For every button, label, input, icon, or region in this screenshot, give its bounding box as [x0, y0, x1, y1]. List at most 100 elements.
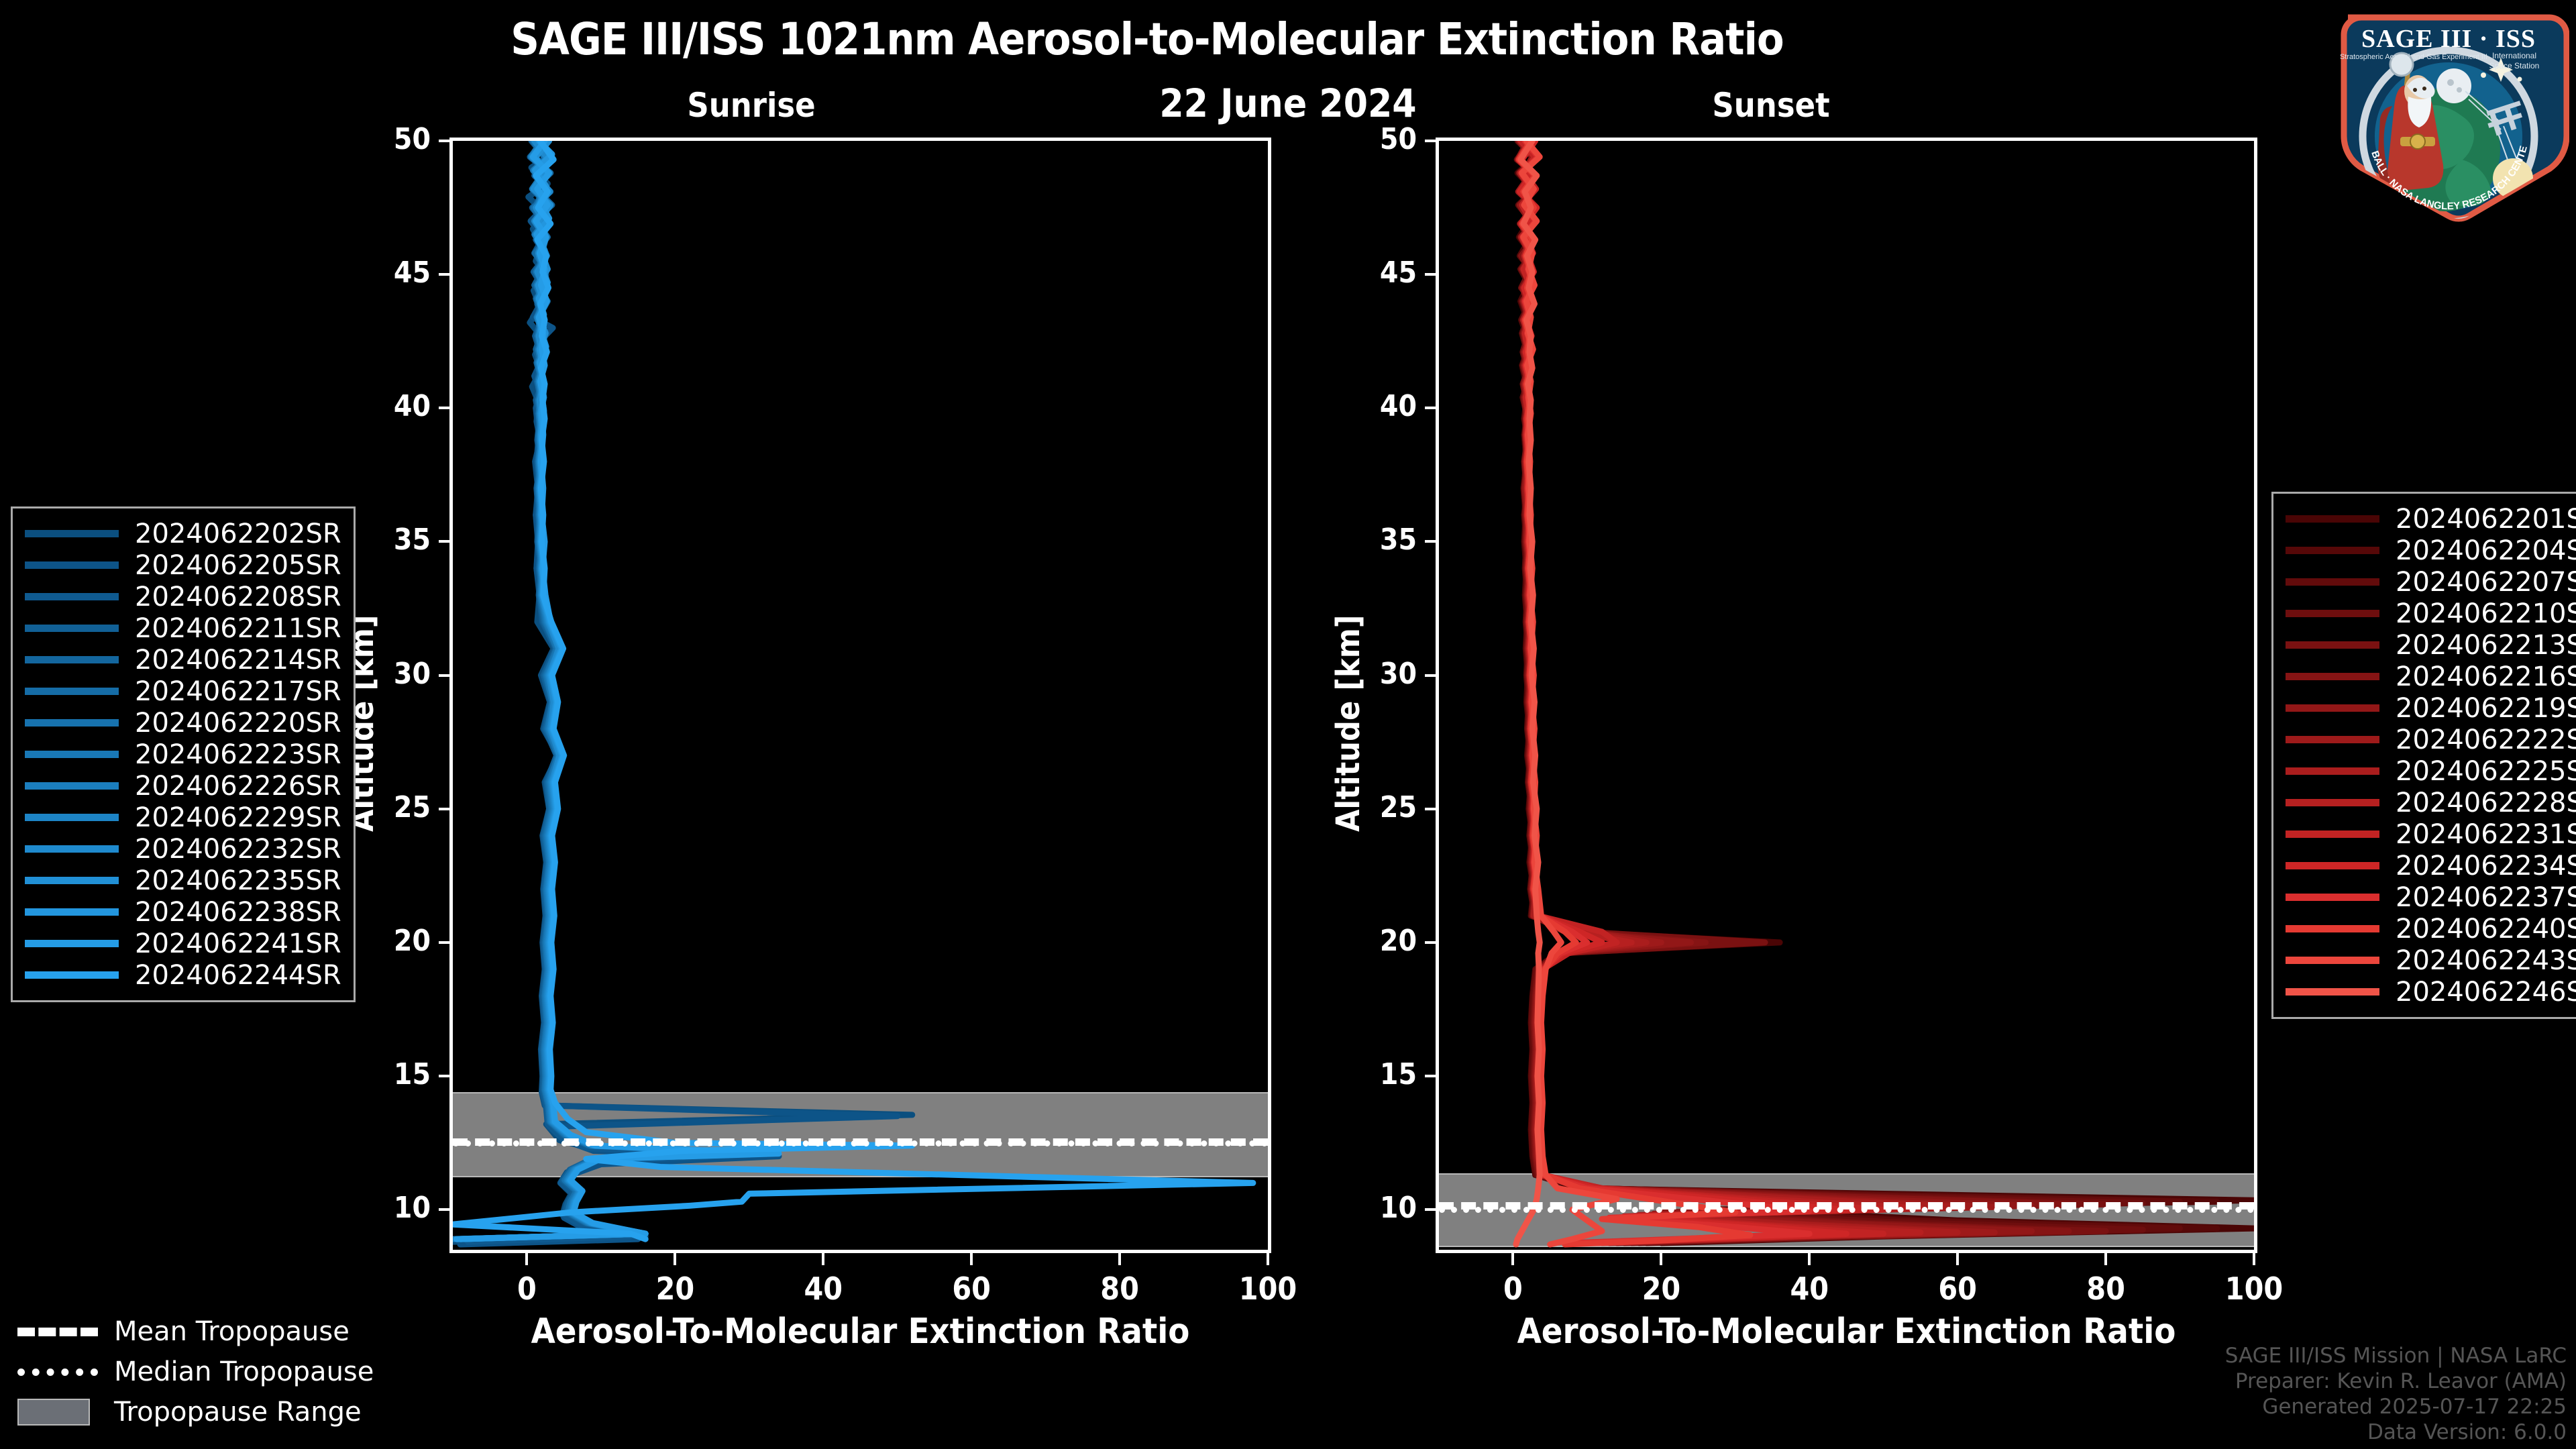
sunrise-series-legend[interactable]: 2024062202SR 2024062205SR 2024062208SR 2024… [11, 506, 356, 1002]
x-axis-tick-label: 60 [952, 1271, 991, 1307]
svg-text:SAGE III · ISS: SAGE III · ISS [2361, 25, 2536, 53]
sunrise-profile-curves [453, 141, 1256, 1248]
legend-item[interactable]: 2024062201SS [2286, 503, 2576, 535]
legend-item[interactable]: 2024062223SR [25, 739, 341, 770]
legend-item[interactable]: 2024062246SS [2286, 976, 2576, 1008]
svg-text:International: International [2492, 51, 2536, 60]
profile-line [461, 141, 760, 1242]
profile-line [453, 141, 1256, 1242]
legend-color-swatch [25, 625, 119, 632]
legend-color-swatch [25, 688, 119, 695]
legend-item[interactable]: 2024062232SR [25, 833, 341, 865]
legend-series-label: 2024062228SS [2396, 787, 2576, 818]
legend-item[interactable]: 2024062240SS [2286, 913, 2576, 945]
legend-item[interactable]: 2024062225SS [2286, 755, 2576, 787]
legend-item[interactable]: 2024062241SR [25, 928, 341, 959]
profile-line [453, 141, 775, 1242]
profile-line [1516, 141, 1961, 1246]
legend-series-label: 2024062216SS [2396, 661, 2576, 692]
x-axis-tick-label: 0 [517, 1271, 537, 1307]
x-axis-tick-label: 20 [1642, 1271, 1681, 1307]
gray-band-swatch-icon [17, 1399, 98, 1426]
legend-item[interactable]: 2024062243SS [2286, 945, 2576, 976]
y-axis-tick-label: 10 [393, 1191, 431, 1226]
legend-item[interactable]: 2024062208SR [25, 581, 341, 612]
x-axis-tick-label: 0 [1503, 1271, 1523, 1307]
footer-credits: SAGE III/ISS Mission | NASA LaRC Prepare… [2225, 1343, 2567, 1446]
legend-color-swatch [25, 908, 119, 916]
x-axis-tick-mark [1808, 1253, 1811, 1265]
profile-line [1515, 141, 1998, 1246]
legend-item[interactable]: 2024062237SS [2286, 881, 2576, 913]
legend-item[interactable]: 2024062234SS [2286, 850, 2576, 881]
mean-tropopause-line [1439, 1202, 2254, 1210]
legend-color-swatch [2286, 641, 2379, 649]
y-axis-tick-mark [439, 1075, 449, 1078]
profile-line [457, 141, 760, 1242]
legend-item[interactable]: 2024062204SS [2286, 535, 2576, 566]
legend-item[interactable]: 2024062207SS [2286, 566, 2576, 598]
sunset-profile-curves [1513, 141, 2254, 1248]
legend-item[interactable]: 2024062211SR [25, 612, 341, 644]
legend-item[interactable]: 2024062235SR [25, 865, 341, 896]
date-title: 22 June 2024 [1159, 80, 1417, 126]
legend-item[interactable]: 2024062220SR [25, 707, 341, 739]
legend-series-label: 2024062229SR [135, 802, 341, 833]
y-axis-tick-label: 15 [1379, 1057, 1417, 1092]
footer-mission: SAGE III/ISS Mission | NASA LaRC [2224, 1343, 2567, 1368]
y-axis-tick-mark [1425, 540, 1436, 543]
legend-item[interactable]: 2024062214SR [25, 644, 341, 676]
y-axis-tick-mark [439, 540, 449, 543]
legend-item[interactable]: 2024062205SR [25, 549, 341, 581]
legend-color-swatch [2286, 767, 2379, 775]
y-axis-tick-label: 15 [393, 1057, 431, 1092]
legend-color-swatch [25, 845, 119, 853]
legend-item[interactable]: 2024062231SS [2286, 818, 2576, 850]
legend-item[interactable]: 2024062222SS [2286, 724, 2576, 755]
y-axis-tick-label: 35 [1379, 523, 1417, 557]
sunset-yaxis-label: Altitude [km] [1330, 614, 1367, 832]
sunrise-xaxis-label: Aerosol-To-Molecular Extinction Ratio [531, 1311, 1190, 1352]
sage-mission-patch-logo: BALL · NASA LANGLEY RESEARCH CENTER · TA… [2324, 0, 2570, 227]
legend-series-label: 2024062214SR [135, 644, 341, 676]
legend-series-label: 2024062213SS [2396, 629, 2576, 661]
profile-line [457, 141, 767, 1242]
profile-line [1513, 141, 2220, 1246]
legend-item[interactable]: 2024062228SS [2286, 787, 2576, 818]
footer-preparer: Preparer: Kevin R. Leavor (AMA) [2235, 1368, 2567, 1393]
profile-line [1514, 141, 2254, 1246]
y-axis-tick-mark [1425, 941, 1436, 944]
legend-item[interactable]: 2024062226SR [25, 770, 341, 802]
profile-line [457, 141, 767, 1242]
legend-item[interactable]: 2024062216SS [2286, 661, 2576, 692]
legend-series-label: 2024062231SS [2396, 818, 2576, 850]
profile-line [1515, 141, 2109, 1246]
profile-line [453, 141, 775, 1242]
profile-line [453, 141, 782, 1242]
legend-color-swatch [2286, 704, 2379, 712]
legend-item[interactable]: 2024062217SR [25, 676, 341, 707]
profile-line [1515, 141, 2035, 1246]
legend-color-swatch [2286, 610, 2379, 617]
legend-item[interactable]: 2024062202SR [25, 518, 341, 549]
legend-item[interactable]: 2024062210SS [2286, 598, 2576, 629]
legend-item[interactable]: 2024062238SR [25, 896, 341, 928]
legend-item-tropopause-range: Tropopause Range [17, 1392, 374, 1432]
legend-item[interactable]: 2024062219SS [2286, 692, 2576, 724]
legend-color-swatch [25, 719, 119, 727]
legend-color-swatch [25, 971, 119, 979]
profile-line [1517, 141, 1887, 1246]
x-axis-tick-mark [1660, 1253, 1663, 1265]
y-axis-tick-label: 40 [393, 389, 431, 424]
legend-item[interactable]: 2024062213SS [2286, 629, 2576, 661]
legend-item[interactable]: 2024062244SR [25, 959, 341, 991]
profile-line [453, 141, 916, 1245]
y-axis-tick-mark [439, 674, 449, 677]
sunset-plot-area [1436, 138, 2257, 1253]
y-axis-tick-label: 25 [393, 790, 431, 824]
sunset-series-legend[interactable]: 2024062201SS2024062204SS2024062207SS2024… [2271, 492, 2576, 1019]
profile-line [1518, 141, 1813, 1246]
legend-color-swatch [25, 656, 119, 663]
legend-item[interactable]: 2024062229SR [25, 802, 341, 833]
y-axis-tick-label: 20 [1379, 923, 1417, 958]
